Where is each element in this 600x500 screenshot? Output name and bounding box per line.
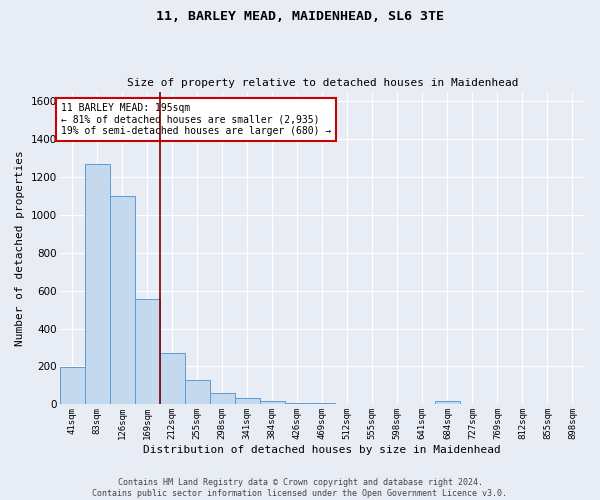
Bar — [435, 401, 460, 404]
Text: 11 BARLEY MEAD: 195sqm
← 81% of detached houses are smaller (2,935)
19% of semi-: 11 BARLEY MEAD: 195sqm ← 81% of detached… — [61, 103, 331, 136]
Bar — [235, 398, 260, 404]
Bar — [260, 401, 285, 404]
Title: Size of property relative to detached houses in Maidenhead: Size of property relative to detached ho… — [127, 78, 518, 88]
Y-axis label: Number of detached properties: Number of detached properties — [15, 150, 25, 346]
Bar — [210, 393, 235, 404]
Text: Contains HM Land Registry data © Crown copyright and database right 2024.
Contai: Contains HM Land Registry data © Crown c… — [92, 478, 508, 498]
Bar — [110, 196, 134, 404]
Bar — [160, 353, 185, 405]
Bar — [85, 164, 110, 404]
Bar — [185, 380, 210, 404]
X-axis label: Distribution of detached houses by size in Maidenhead: Distribution of detached houses by size … — [143, 445, 501, 455]
Bar — [59, 367, 85, 405]
Bar — [285, 402, 310, 404]
Text: 11, BARLEY MEAD, MAIDENHEAD, SL6 3TE: 11, BARLEY MEAD, MAIDENHEAD, SL6 3TE — [156, 10, 444, 23]
Bar — [134, 300, 160, 405]
